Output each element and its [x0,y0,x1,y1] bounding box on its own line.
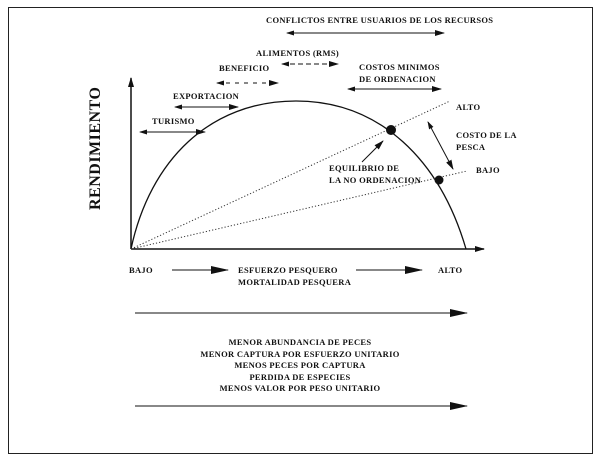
cost-low-label: BAJO [476,165,500,175]
equilibrium-point-high-cost [386,125,396,135]
y-axis-label: RENDIMIENTO [87,86,104,210]
consequence-item: MENOS PECES POR CAPTURA [234,360,366,370]
costos-minimos-label-2: DE ORDENACION [359,74,436,84]
x-axis-label-2: MORTALIDAD PESQUERA [238,277,352,287]
alimentos-label: ALIMENTOS (RMS) [256,48,339,58]
cost-line-high [130,100,451,250]
beneficio-label: BENEFICIO [219,63,270,73]
yield-curve [130,100,467,250]
exportacion-label: EXPORTACION [173,91,240,101]
x-axis-label-1: ESFUERZO PESQUERO [238,265,338,275]
equilibrium-point-low-cost [434,175,444,185]
figure-frame [8,7,593,454]
turismo-label: TURISMO [152,116,195,126]
cost-high-label: ALTO [456,102,481,112]
x-axis-low-label: BAJO [129,265,153,275]
consequence-item: MENOS VALOR POR PESO UNITARIO [219,383,381,393]
costo-pesca-arrow [427,121,454,170]
conflictos-label: CONFLICTOS ENTRE USUARIOS DE LOS RECURSO… [266,15,494,25]
consequence-item: MENOR CAPTURA POR ESFUERZO UNITARIO [200,348,400,359]
costo-pesca-label-1: COSTO DE LA [456,130,517,140]
consequences-list: MENOR ABUNDANCIA DE PECES MENOR CAPTURA … [150,337,450,395]
consequence-item: MENOR ABUNDANCIA DE PECES [228,337,372,347]
equilibrio-label-2: LA NO ORDENACION [329,175,422,185]
x-axis-high-label: ALTO [438,265,463,275]
equilibrio-label-1: EQUILIBRIO DE [329,163,400,173]
costo-pesca-label-2: PESCA [456,142,486,152]
consequence-item: PERDIDA DE ESPECIES [249,371,351,382]
equilibrio-pointer-upper [361,140,384,163]
costos-minimos-label-1: COSTOS MINIMOS [359,62,440,72]
